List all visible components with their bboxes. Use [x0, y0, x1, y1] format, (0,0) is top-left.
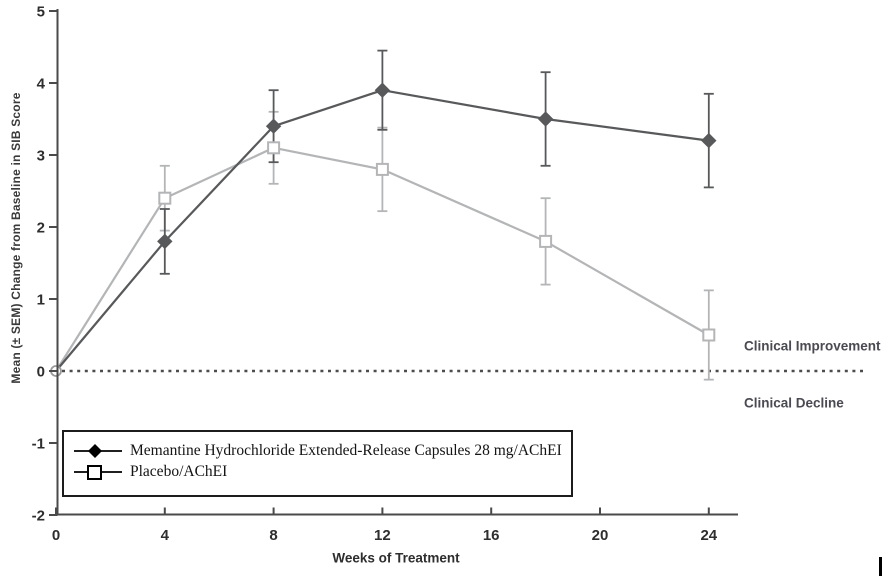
data-point-diamond — [537, 111, 554, 127]
x-tick-label: 16 — [483, 527, 500, 544]
legend-item-memantine: Memantine Hydrochloride Extended-Release… — [74, 440, 571, 461]
data-point-square — [267, 141, 281, 155]
data-point-diamond — [701, 132, 717, 149]
y-tick-label: -1 — [32, 436, 45, 453]
clinical-decline-label: Clinical Decline — [744, 395, 844, 411]
open-square-marker-icon — [74, 464, 122, 480]
legend-label-memantine: Memantine Hydrochloride Extended-Release… — [130, 441, 562, 459]
y-axis-title: Mean (± SEM) Change from Baseline in SIB… — [9, 92, 23, 384]
data-point-diamond — [374, 82, 391, 98]
x-tick-label: 20 — [592, 527, 609, 544]
y-tick-label: 2 — [37, 220, 45, 237]
y-tick-label: -2 — [32, 508, 45, 525]
y-tick-label: 0 — [37, 364, 45, 381]
filled-diamond-marker-icon — [74, 443, 122, 458]
series-line-0 — [55, 89, 709, 372]
data-point-square — [375, 162, 389, 176]
data-point-square — [539, 234, 553, 248]
screenshot-edge-artifact — [879, 557, 882, 576]
legend-item-placebo: Placebo/AChEI — [74, 461, 571, 482]
x-tick-label: 0 — [52, 527, 60, 544]
y-tick-label: 4 — [37, 76, 46, 93]
legend-box: Memantine Hydrochloride Extended-Release… — [62, 430, 573, 497]
x-tick-label: 4 — [161, 527, 170, 544]
legend-label-placebo: Placebo/AChEI — [130, 462, 228, 480]
y-tick-label: 1 — [37, 292, 45, 309]
data-point-diamond — [265, 118, 282, 134]
clinical-improvement-label: Clinical Improvement — [744, 338, 881, 354]
x-axis-title: Weeks of Treatment — [332, 550, 460, 566]
y-tick-label: 3 — [37, 148, 45, 165]
y-tick-label: 5 — [37, 4, 45, 21]
x-tick-label: 24 — [700, 527, 717, 544]
data-point-square — [702, 328, 716, 342]
x-tick-label: 8 — [269, 527, 277, 544]
series-line-1 — [55, 146, 710, 372]
data-point-square — [158, 191, 172, 205]
data-point-diamond — [157, 233, 173, 250]
x-tick-label: 12 — [374, 527, 391, 544]
